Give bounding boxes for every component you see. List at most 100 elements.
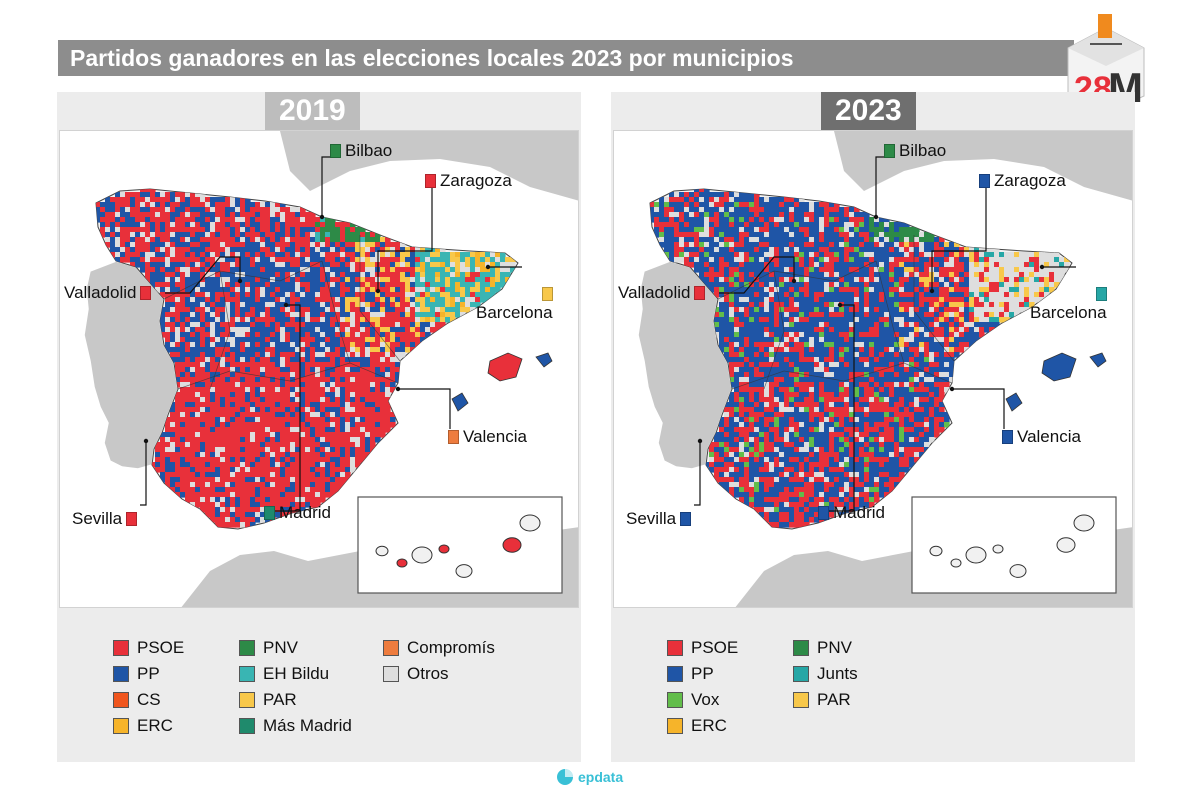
municipality-cell — [799, 297, 805, 303]
municipality-cell — [654, 227, 660, 233]
municipality-cell — [305, 277, 311, 283]
municipality-cell — [455, 302, 461, 308]
municipality-cell — [794, 207, 800, 213]
municipality-cell — [265, 327, 271, 333]
municipality-cell — [944, 282, 950, 288]
municipality-cell — [210, 322, 216, 328]
municipality-cell — [699, 257, 705, 263]
municipality-cell — [250, 217, 256, 223]
municipality-cell — [794, 287, 800, 293]
municipality-cell — [315, 402, 321, 408]
municipality-cell — [205, 502, 211, 508]
municipality-cell — [315, 222, 321, 228]
municipality-cell — [285, 327, 291, 333]
municipality-cell — [899, 327, 905, 333]
municipality-cell — [450, 297, 456, 303]
municipality-cell — [125, 192, 131, 198]
municipality-cell — [255, 267, 261, 273]
municipality-cell — [799, 252, 805, 258]
municipality-cell — [270, 487, 276, 493]
municipality-cell — [205, 282, 211, 288]
municipality-cell — [734, 332, 740, 338]
municipality-cell — [135, 257, 141, 263]
municipality-cell — [115, 222, 121, 228]
municipality-cell — [400, 242, 406, 248]
municipality-cell — [759, 297, 765, 303]
municipality-cell — [914, 242, 920, 248]
municipality-cell — [280, 232, 286, 238]
municipality-cell — [894, 237, 900, 243]
municipality-cell — [365, 347, 371, 353]
municipality-cell — [914, 317, 920, 323]
municipality-cell — [1014, 252, 1020, 258]
municipality-cell — [285, 262, 291, 268]
municipality-cell — [280, 482, 286, 488]
municipality-cell — [380, 302, 386, 308]
municipality-cell — [954, 267, 960, 273]
municipality-cell — [724, 217, 730, 223]
municipality-cell — [180, 227, 186, 233]
municipality-cell — [669, 242, 675, 248]
municipality-cell — [260, 372, 266, 378]
municipality-cell — [320, 437, 326, 443]
municipality-cell — [310, 302, 316, 308]
municipality-cell — [480, 272, 486, 278]
municipality-cell — [764, 212, 770, 218]
municipality-cell — [225, 462, 231, 468]
municipality-cell — [889, 272, 895, 278]
municipality-cell — [245, 452, 251, 458]
municipality-cell — [290, 207, 296, 213]
municipality-cell — [889, 302, 895, 308]
municipality-cell — [165, 287, 171, 293]
municipality-cell — [964, 287, 970, 293]
municipality-cell — [315, 277, 321, 283]
municipality-cell — [270, 347, 276, 353]
municipality-cell — [425, 322, 431, 328]
municipality-cell — [899, 287, 905, 293]
municipality-cell — [849, 227, 855, 233]
municipality-cell — [425, 317, 431, 323]
municipality-cell — [310, 337, 316, 343]
municipality-cell — [145, 222, 151, 228]
municipality-cell — [944, 287, 950, 293]
municipality-cell — [280, 432, 286, 438]
municipality-cell — [869, 312, 875, 318]
municipality-cell — [255, 347, 261, 353]
municipality-cell — [315, 472, 321, 478]
municipality-cell — [774, 207, 780, 213]
municipality-cell — [789, 327, 795, 333]
municipality-cell — [390, 387, 396, 393]
municipality-cell — [400, 247, 406, 253]
municipality-cell — [195, 252, 201, 258]
municipality-cell — [250, 397, 256, 403]
municipality-cell — [210, 202, 216, 208]
municipality-cell — [240, 337, 246, 343]
municipality-cell — [260, 237, 266, 243]
municipality-cell — [330, 357, 336, 363]
municipality-cell — [365, 427, 371, 433]
municipality-cell — [265, 202, 271, 208]
municipality-cell — [350, 377, 356, 383]
municipality-cell — [365, 412, 371, 418]
municipality-cell — [305, 367, 311, 373]
municipality-cell — [270, 442, 276, 448]
municipality-cell — [704, 252, 710, 258]
city-party-swatch — [541, 287, 553, 301]
municipality-cell — [455, 292, 461, 298]
municipality-cell — [210, 407, 216, 413]
municipality-cell — [1044, 292, 1050, 298]
municipality-cell — [235, 357, 241, 363]
municipality-cell — [704, 207, 710, 213]
municipality-cell — [190, 502, 196, 508]
municipality-cell — [330, 362, 336, 368]
municipality-cell — [215, 347, 221, 353]
municipality-cell — [385, 312, 391, 318]
municipality-cell — [390, 292, 396, 298]
municipality-cell — [315, 247, 321, 253]
municipality-cell — [754, 257, 760, 263]
municipality-cell — [355, 282, 361, 288]
municipality-cell — [829, 257, 835, 263]
municipality-cell — [360, 307, 366, 313]
municipality-cell — [754, 207, 760, 213]
municipality-cell — [260, 507, 266, 513]
